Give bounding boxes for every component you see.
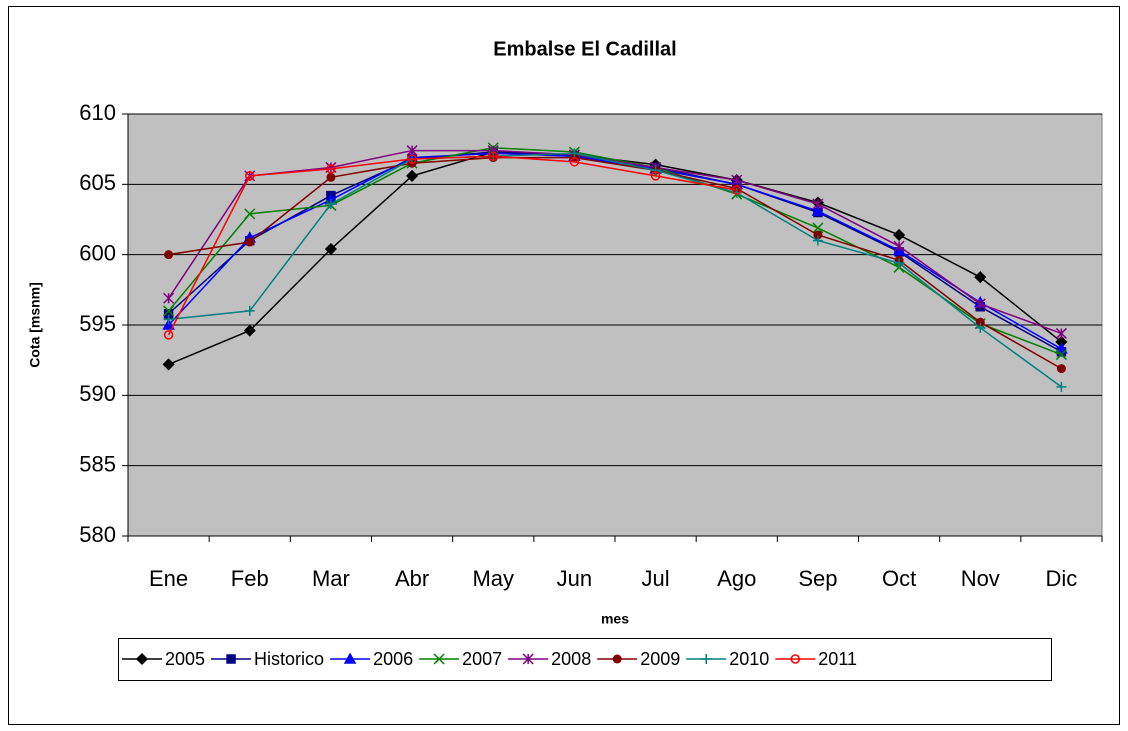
marker: [569, 148, 580, 159]
legend-label: Historico: [254, 649, 324, 669]
y-tick-label: 600: [79, 240, 116, 265]
x-tick-label: Ene: [149, 566, 188, 591]
marker: [406, 145, 418, 157]
y-tick-label: 590: [79, 381, 116, 406]
marker: [226, 654, 236, 664]
marker: [244, 208, 256, 220]
marker: [326, 164, 336, 174]
x-tick-label: Nov: [961, 566, 1000, 591]
legend-label: 2011: [818, 649, 857, 669]
marker: [569, 157, 580, 167]
marker: [1056, 364, 1066, 374]
marker: [974, 298, 986, 310]
marker: [812, 222, 824, 234]
marker: [811, 204, 825, 216]
marker: [650, 165, 661, 176]
x-axis-title: mes: [601, 611, 629, 627]
marker: [163, 330, 174, 340]
marker: [1056, 381, 1067, 392]
marker: [812, 235, 823, 246]
marker: [407, 154, 417, 164]
marker: [406, 169, 419, 182]
marker: [324, 242, 337, 256]
marker: [244, 305, 255, 316]
marker: [974, 271, 987, 284]
marker: [163, 292, 175, 304]
marker: [612, 654, 622, 664]
marker: [245, 237, 255, 247]
x-tick-label: Dic: [1046, 566, 1078, 591]
series-line: [168, 147, 1062, 356]
marker: [135, 652, 149, 666]
marker: [433, 653, 445, 665]
marker: [893, 240, 905, 252]
x-tick-label: Oct: [882, 566, 916, 591]
marker: [731, 174, 743, 186]
legend-label: 2008: [551, 649, 591, 669]
y-tick-label: 595: [79, 311, 116, 336]
marker: [790, 654, 801, 664]
chart-title: Embalse El Cadillal: [493, 38, 676, 60]
legend-label: 2009: [640, 649, 680, 669]
marker: [1055, 342, 1068, 354]
x-tick-label: May: [472, 566, 514, 591]
x-tick-label: Jun: [557, 566, 592, 591]
marker: [894, 258, 905, 269]
marker: [162, 318, 175, 330]
x-tick-label: Ago: [717, 566, 756, 591]
legend: [118, 638, 1052, 681]
marker: [650, 171, 661, 181]
y-axis-title: Cota [msnm]: [27, 282, 43, 368]
series-line: [167, 155, 737, 336]
marker: [326, 172, 336, 182]
series-line: [168, 152, 1062, 388]
y-tick-label: 580: [79, 522, 116, 547]
marker: [164, 250, 174, 260]
y-tick-label: 610: [79, 100, 116, 125]
legend-label: 2010: [729, 649, 769, 669]
marker: [325, 199, 336, 210]
series-line: [168, 156, 1062, 370]
x-tick-label: Sep: [798, 566, 837, 591]
x-tick-label: Feb: [231, 566, 269, 591]
y-tick-label: 605: [79, 170, 116, 195]
marker: [163, 314, 174, 325]
marker: [162, 358, 175, 371]
legend-label: 2005: [165, 649, 205, 669]
marker: [975, 322, 986, 333]
y-tick-label: 585: [79, 451, 116, 476]
marker: [1055, 349, 1067, 361]
marker: [701, 654, 712, 664]
marker: [1055, 327, 1067, 339]
marker: [893, 228, 906, 242]
x-tick-label: Abr: [395, 566, 429, 591]
x-tick-label: Jul: [642, 566, 670, 591]
marker: [522, 653, 534, 665]
legend-label: 2006: [373, 649, 413, 669]
x-tick-label: Mar: [312, 566, 350, 591]
marker: [243, 324, 256, 337]
marker: [812, 198, 824, 210]
marker: [343, 652, 357, 664]
legend-label: 2007: [462, 649, 502, 669]
marker: [163, 305, 175, 317]
marker: [488, 151, 498, 161]
marker: [245, 171, 255, 181]
marker: [732, 185, 742, 195]
